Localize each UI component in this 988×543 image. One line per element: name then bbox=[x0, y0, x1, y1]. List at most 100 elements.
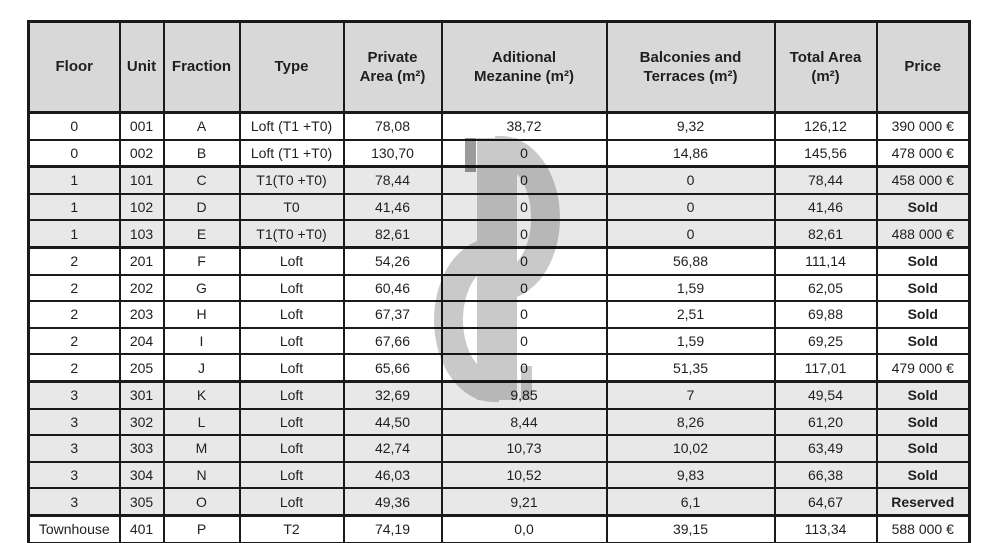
cell-total-area: 66,38 bbox=[773, 460, 878, 490]
cell-price: Sold bbox=[875, 245, 971, 276]
cell-price: Sold bbox=[875, 326, 971, 356]
table-row: 3 303 M Loft 42,74 10,73 10,02 63,49 Sold bbox=[27, 434, 971, 463]
cell-private-area: 42,74 bbox=[342, 434, 443, 463]
cell-price: Sold bbox=[875, 300, 971, 329]
cell-aditional-mezanine: 38,72 bbox=[440, 111, 608, 141]
cell-price: Reserved bbox=[875, 487, 971, 517]
header-aditional-mezanine: Aditional Mezanine (m²) bbox=[440, 20, 608, 114]
cell-aditional-mezanine: 0,0 bbox=[440, 513, 608, 543]
cell-price: 479 000 € bbox=[875, 353, 971, 383]
cell-unit: 203 bbox=[118, 300, 165, 329]
cell-private-area: 60,46 bbox=[342, 273, 443, 303]
cell-floor: 2 bbox=[27, 300, 121, 329]
cell-type: Loft bbox=[238, 353, 345, 383]
cell-total-area: 49,54 bbox=[773, 379, 878, 410]
cell-floor: 0 bbox=[27, 111, 121, 141]
cell-total-area: 82,61 bbox=[773, 219, 878, 249]
cell-private-area: 44,50 bbox=[342, 407, 443, 437]
cell-floor: 2 bbox=[27, 273, 121, 303]
cell-floor: 1 bbox=[27, 165, 121, 195]
cell-floor: 2 bbox=[27, 353, 121, 383]
header-type: Type bbox=[238, 20, 345, 114]
cell-unit: 401 bbox=[118, 513, 165, 543]
cell-type: Loft bbox=[238, 460, 345, 490]
cell-balconies-terraces: 39,15 bbox=[605, 513, 776, 543]
cell-balconies-terraces: 10,02 bbox=[605, 434, 776, 463]
cell-floor: 3 bbox=[27, 379, 121, 410]
cell-fraction: I bbox=[162, 326, 241, 356]
cell-private-area: 74,19 bbox=[342, 513, 443, 543]
cell-private-area: 41,46 bbox=[342, 192, 443, 222]
cell-balconies-terraces: 8,26 bbox=[605, 407, 776, 437]
table-row: 1 101 C T1(T0 +T0) 78,44 0 0 78,44 458 000 € bbox=[27, 165, 971, 195]
cell-total-area: 69,88 bbox=[773, 300, 878, 329]
cell-aditional-mezanine: 9,85 bbox=[440, 379, 608, 410]
cell-fraction: O bbox=[162, 487, 241, 517]
cell-private-area: 54,26 bbox=[342, 245, 443, 276]
header-balconies-terraces: Balconies and Terraces (m²) bbox=[605, 20, 776, 114]
cell-type: Loft bbox=[238, 407, 345, 437]
header-fraction: Fraction bbox=[162, 20, 241, 114]
cell-fraction: D bbox=[162, 192, 241, 222]
table-row: 1 102 D T0 41,46 0 0 41,46 Sold bbox=[27, 192, 971, 222]
cell-private-area: 130,70 bbox=[342, 138, 443, 168]
table-row: 3 301 K Loft 32,69 9,85 7 49,54 Sold bbox=[27, 379, 971, 410]
cell-type: T1(T0 +T0) bbox=[238, 165, 345, 195]
cell-balconies-terraces: 0 bbox=[605, 192, 776, 222]
cell-private-area: 49,36 bbox=[342, 487, 443, 517]
cell-price: 458 000 € bbox=[875, 165, 971, 195]
cell-type: Loft bbox=[238, 434, 345, 463]
cell-fraction: H bbox=[162, 300, 241, 329]
cell-type: Loft bbox=[238, 245, 345, 276]
cell-aditional-mezanine: 0 bbox=[440, 192, 608, 222]
units-price-table: Floor Unit Fraction Type Private Area (m… bbox=[27, 20, 971, 543]
cell-price: Sold bbox=[875, 434, 971, 463]
header-row: Floor Unit Fraction Type Private Area (m… bbox=[27, 20, 971, 114]
header-private-area: Private Area (m²) bbox=[342, 20, 443, 114]
cell-aditional-mezanine: 0 bbox=[440, 300, 608, 329]
cell-floor: 1 bbox=[27, 192, 121, 222]
cell-balconies-terraces: 9,32 bbox=[605, 111, 776, 141]
cell-unit: 202 bbox=[118, 273, 165, 303]
cell-floor: Townhouse bbox=[27, 513, 121, 543]
cell-floor: 3 bbox=[27, 487, 121, 517]
cell-fraction: E bbox=[162, 219, 241, 249]
cell-aditional-mezanine: 0 bbox=[440, 353, 608, 383]
cell-price: Sold bbox=[875, 379, 971, 410]
cell-price: 588 000 € bbox=[875, 513, 971, 543]
header-price: Price bbox=[875, 20, 971, 114]
cell-floor: 2 bbox=[27, 326, 121, 356]
cell-unit: 204 bbox=[118, 326, 165, 356]
table-row: 2 204 I Loft 67,66 0 1,59 69,25 Sold bbox=[27, 326, 971, 356]
cell-price: 488 000 € bbox=[875, 219, 971, 249]
cell-total-area: 62,05 bbox=[773, 273, 878, 303]
cell-price: 390 000 € bbox=[875, 111, 971, 141]
cell-type: Loft bbox=[238, 487, 345, 517]
cell-private-area: 82,61 bbox=[342, 219, 443, 249]
cell-type: Loft (T1 +T0) bbox=[238, 111, 345, 141]
table-row: 1 103 E T1(T0 +T0) 82,61 0 0 82,61 488 000 € bbox=[27, 219, 971, 249]
cell-private-area: 67,37 bbox=[342, 300, 443, 329]
cell-price: Sold bbox=[875, 407, 971, 437]
cell-balconies-terraces: 7 bbox=[605, 379, 776, 410]
cell-aditional-mezanine: 0 bbox=[440, 165, 608, 195]
cell-balconies-terraces: 56,88 bbox=[605, 245, 776, 276]
table-row: 2 203 H Loft 67,37 0 2,51 69,88 Sold bbox=[27, 300, 971, 329]
cell-fraction: C bbox=[162, 165, 241, 195]
cell-floor: 2 bbox=[27, 245, 121, 276]
cell-private-area: 78,08 bbox=[342, 111, 443, 141]
cell-fraction: G bbox=[162, 273, 241, 303]
cell-private-area: 78,44 bbox=[342, 165, 443, 195]
cell-total-area: 145,56 bbox=[773, 138, 878, 168]
header-floor: Floor bbox=[27, 20, 121, 114]
cell-unit: 302 bbox=[118, 407, 165, 437]
header-unit: Unit bbox=[118, 20, 165, 114]
cell-floor: 1 bbox=[27, 219, 121, 249]
cell-balconies-terraces: 0 bbox=[605, 219, 776, 249]
cell-floor: 3 bbox=[27, 460, 121, 490]
cell-private-area: 46,03 bbox=[342, 460, 443, 490]
cell-aditional-mezanine: 0 bbox=[440, 138, 608, 168]
table-row: 2 201 F Loft 54,26 0 56,88 111,14 Sold bbox=[27, 245, 971, 276]
table-row: 2 202 G Loft 60,46 0 1,59 62,05 Sold bbox=[27, 273, 971, 303]
